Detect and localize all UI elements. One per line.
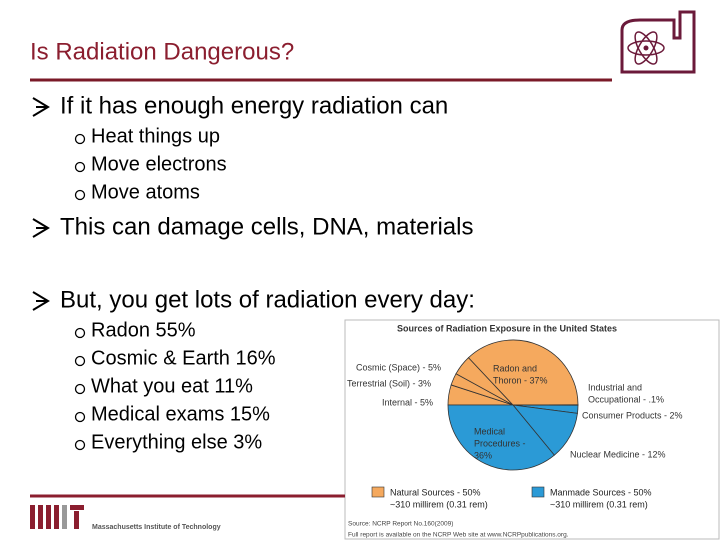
slice-label: Internal - 5% (382, 397, 433, 407)
legend-label: Manmade Sources - 50% (550, 487, 652, 497)
sub-bullet-marker (74, 133, 86, 145)
sub-bullet-text: Heat things up (91, 125, 220, 147)
legend-swatch (371, 486, 385, 498)
legend-sublabel: ~310 millirem (0.31 rem) (550, 499, 648, 509)
sub-bullet-text: Radon 55% (91, 319, 196, 341)
slice-label: Industrial and (588, 382, 642, 392)
slice-label: Medical (474, 426, 505, 436)
bullet-arrow (32, 97, 50, 117)
sub-bullet-marker (74, 411, 86, 423)
sub-bullet-marker (74, 189, 86, 201)
logo (620, 10, 696, 74)
sub-bullet-text: What you eat 11% (91, 375, 253, 397)
slide-title: Is Radiation Dangerous? (30, 38, 294, 65)
bullet-text: But, you get lots of radiation every day… (60, 286, 475, 313)
slice-label: Consumer Products - 2% (582, 410, 683, 420)
slice-label: Terrestrial (Soil) - 3% (347, 378, 431, 388)
sub-bullet-marker (74, 161, 86, 173)
mit-logo (30, 505, 84, 529)
pie-slice (467, 339, 579, 406)
sub-bullet-text: Move electrons (91, 153, 227, 175)
sub-bullet-text: Medical exams 15% (91, 403, 270, 425)
figure: Sources of Radiation Exposure in the Uni… (344, 319, 720, 540)
legend-swatch (531, 486, 545, 498)
bullet-text: If it has enough energy radiation can (60, 92, 448, 119)
sub-bullet-marker (74, 355, 86, 367)
slice-label: 36% (474, 450, 492, 460)
sub-bullet-text: Cosmic & Earth 16% (91, 347, 276, 369)
bullet-text: This can damage cells, DNA, materials (60, 213, 473, 240)
figure-source: Full report is available on the NCRP Web… (348, 532, 569, 539)
bullet-arrow (32, 218, 50, 238)
bullet-arrow (32, 291, 50, 311)
legend-sublabel: ~310 millirem (0.31 rem) (390, 499, 488, 509)
institution: Massachusetts Institute of Technology (92, 524, 221, 531)
sub-bullet-text: Move atoms (91, 181, 200, 203)
sub-bullet-text: Everything else 3% (91, 431, 262, 453)
slice-label: Radon and (493, 363, 537, 373)
pie-slice (447, 404, 555, 471)
sub-bullet-marker (74, 327, 86, 339)
figure-title: Sources of Radiation Exposure in the Uni… (397, 323, 617, 333)
slice-label: Cosmic (Space) - 5% (356, 362, 441, 372)
bullet-list: If it has enough energy radiation can Hea… (32, 92, 475, 453)
slice-label: Thoron - 37% (493, 375, 548, 385)
sub-bullet-marker (74, 439, 86, 451)
figure-source: Source: NCRP Report No.160(2009) (348, 521, 453, 528)
legend-label: Natural Sources - 50% (390, 487, 481, 497)
slice-label: Occupational - .1% (588, 394, 664, 404)
sub-bullet-marker (74, 383, 86, 395)
slice-label: Procedures - (474, 438, 526, 448)
slice-label: Nuclear Medicine - 12% (570, 449, 666, 459)
